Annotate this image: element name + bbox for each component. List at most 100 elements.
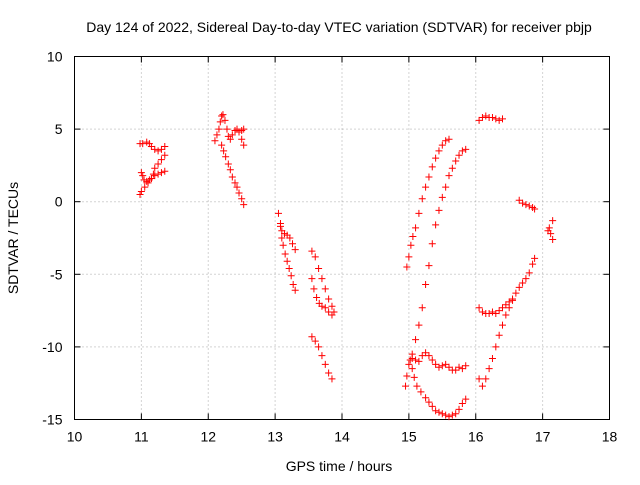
data-point <box>310 285 318 293</box>
data-point <box>531 254 539 262</box>
data-point <box>549 217 557 225</box>
data-point <box>325 295 333 303</box>
series-arc-5b <box>408 145 470 358</box>
data-point <box>228 131 236 139</box>
data-point <box>240 141 248 149</box>
data-point <box>417 388 425 396</box>
data-point <box>321 360 329 368</box>
data-point <box>223 125 231 133</box>
x-tick-label: 18 <box>602 429 618 445</box>
data-point <box>458 400 466 408</box>
data-point <box>233 183 241 191</box>
series-arc-3a <box>274 209 299 254</box>
data-point <box>226 166 234 174</box>
data-point <box>432 154 440 162</box>
data-point <box>422 280 430 288</box>
y-axis: -15 -10 -5 0 5 10 <box>42 49 610 428</box>
x-tick-label: 15 <box>401 429 417 445</box>
data-point <box>278 234 286 242</box>
data-point <box>428 402 436 410</box>
data-point <box>502 301 510 309</box>
data-point <box>448 411 456 419</box>
y-tick-label: -15 <box>42 412 62 428</box>
data-point <box>452 157 460 165</box>
data-point <box>502 311 510 319</box>
data-point <box>438 362 446 370</box>
data-point <box>495 307 503 315</box>
data-point <box>226 135 234 143</box>
data-point <box>315 343 323 351</box>
data-point <box>478 308 486 316</box>
y-tick-label: -10 <box>42 339 62 355</box>
data-point <box>531 205 539 213</box>
data-point <box>452 366 460 374</box>
data-point <box>287 272 295 280</box>
data-point <box>315 264 323 272</box>
data-point <box>403 263 411 271</box>
data-point <box>458 365 466 373</box>
data-point <box>435 147 443 155</box>
data-point <box>488 355 496 363</box>
data-point <box>161 167 169 175</box>
data-point <box>428 240 436 248</box>
data-point <box>285 264 293 272</box>
x-axis-label: GPS time / hours <box>286 458 393 474</box>
data-point <box>224 160 232 168</box>
data-point <box>492 310 500 318</box>
data-point <box>276 222 284 230</box>
series-arc-5c <box>408 349 470 374</box>
data-point <box>221 116 229 124</box>
data-point <box>151 164 159 172</box>
data-point <box>412 336 420 344</box>
series-arc-4b <box>308 275 336 319</box>
data-point <box>475 116 483 124</box>
data-point <box>413 382 421 390</box>
data-point <box>425 352 433 360</box>
x-tick-label: 13 <box>267 429 283 445</box>
x-tick-label: 10 <box>67 429 83 445</box>
data-point <box>495 331 503 339</box>
data-layer <box>136 111 557 421</box>
data-point <box>161 151 169 159</box>
data-point <box>482 375 490 383</box>
data-point <box>286 234 294 242</box>
data-point <box>147 143 155 151</box>
data-point <box>238 135 246 143</box>
data-point <box>445 135 453 143</box>
x-tick-label: 16 <box>468 429 484 445</box>
series-arc-4a <box>308 247 338 316</box>
data-point <box>139 172 147 180</box>
data-point <box>492 343 500 351</box>
data-point <box>325 369 333 377</box>
data-point <box>318 352 326 360</box>
data-point <box>291 286 299 294</box>
data-point <box>318 275 326 283</box>
chart-title: Day 124 of 2022, Sidereal Day-to-day VTE… <box>86 19 592 35</box>
data-point <box>408 365 416 373</box>
data-point <box>281 250 289 258</box>
data-point <box>428 163 436 171</box>
data-point <box>432 221 440 229</box>
data-point <box>238 195 246 203</box>
data-point <box>139 140 147 148</box>
data-point <box>410 373 418 381</box>
data-point <box>495 116 503 124</box>
data-point <box>478 382 486 390</box>
data-point <box>151 145 159 153</box>
data-point <box>519 199 527 207</box>
data-point <box>291 246 299 254</box>
data-point <box>157 169 165 177</box>
data-point <box>409 233 417 241</box>
data-point <box>240 125 248 133</box>
series-arc-1c <box>137 151 169 185</box>
y-tick-label: 5 <box>55 121 63 137</box>
series-arc-4c <box>308 333 336 383</box>
data-point <box>154 147 162 155</box>
x-tick-label: 14 <box>334 429 350 445</box>
data-point <box>415 357 423 365</box>
data-point <box>402 382 410 390</box>
data-point <box>549 235 557 243</box>
data-point <box>222 153 230 161</box>
